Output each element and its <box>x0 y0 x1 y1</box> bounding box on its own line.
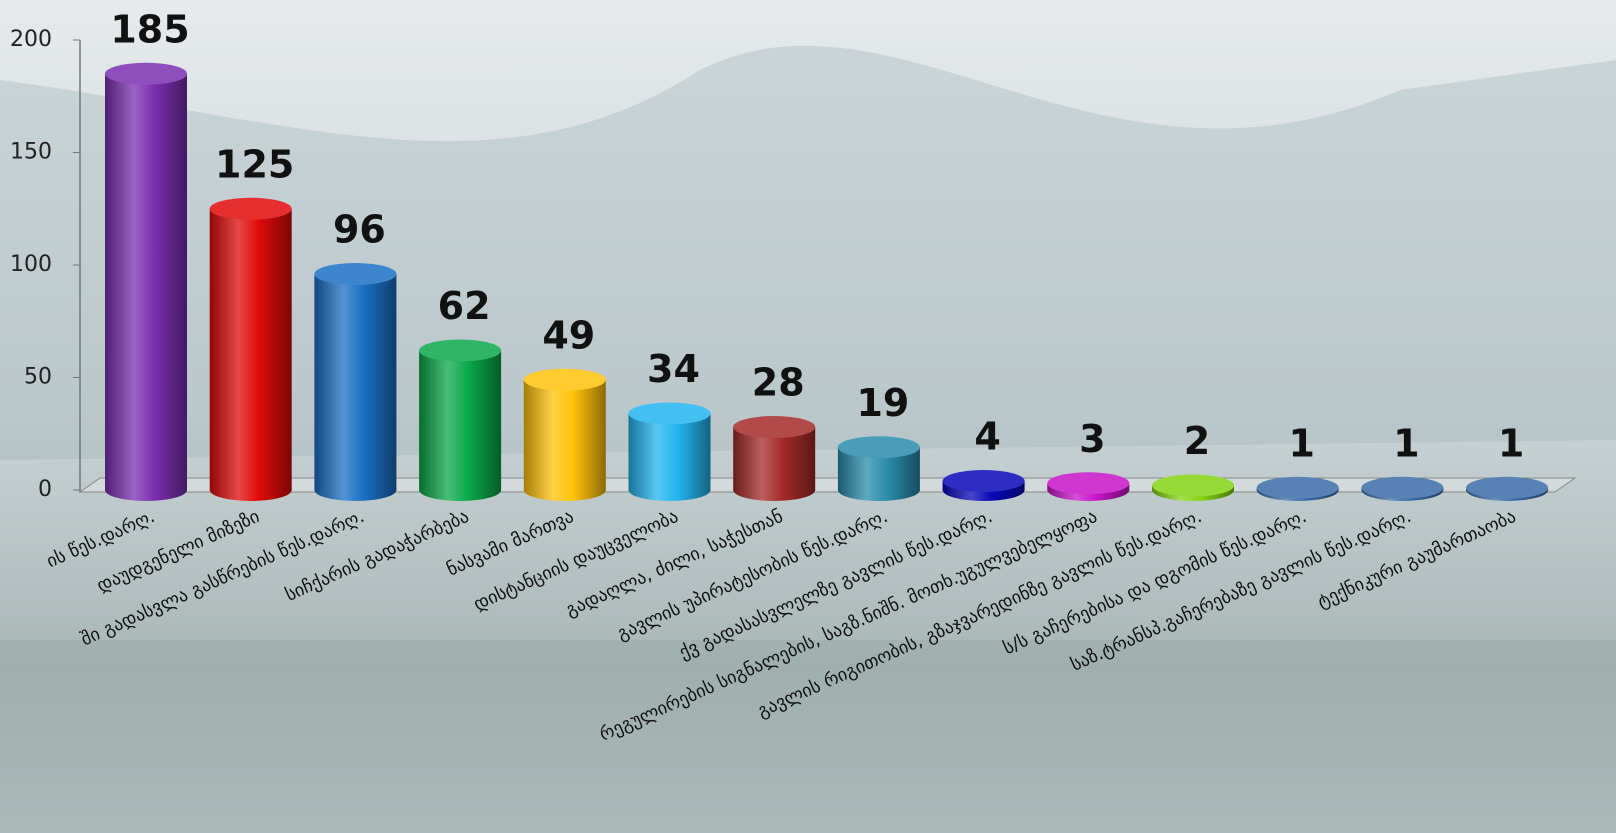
y-tick-label: 150 <box>10 140 52 165</box>
bar <box>628 413 711 490</box>
value-label: 1 <box>1288 421 1314 465</box>
value-label: 34 <box>647 347 700 391</box>
value-label: 185 <box>110 7 189 51</box>
bar <box>314 274 397 490</box>
value-label: 4 <box>974 415 1000 459</box>
bar-top <box>1361 476 1444 499</box>
bar-top <box>105 62 187 85</box>
value-label: 19 <box>856 381 909 425</box>
background-ground <box>0 640 1616 833</box>
bar-top <box>314 263 397 285</box>
bar-top <box>1256 476 1339 499</box>
value-label: 62 <box>438 284 491 328</box>
value-label: 1 <box>1393 421 1419 465</box>
bar-top <box>523 368 606 391</box>
bar-top <box>1152 474 1234 497</box>
y-tick-label: 0 <box>38 477 52 502</box>
bar-top <box>837 436 920 459</box>
bar <box>523 379 606 490</box>
value-label: 1 <box>1498 421 1524 465</box>
bar <box>105 73 187 490</box>
value-label: 28 <box>752 361 805 405</box>
value-label: 2 <box>1184 419 1210 463</box>
floor <box>78 477 1577 493</box>
bar-top <box>942 470 1025 492</box>
y-tick-label: 50 <box>24 365 52 390</box>
bar <box>209 208 292 490</box>
bar-top <box>419 339 502 362</box>
bar-top <box>1466 476 1549 499</box>
bar-top <box>209 197 292 220</box>
bar-top <box>733 416 816 438</box>
value-label: 3 <box>1079 417 1105 461</box>
background-building <box>0 45 1616 460</box>
y-tick-label: 200 <box>10 27 52 52</box>
value-label: 96 <box>333 208 386 252</box>
bar-top <box>1047 472 1130 495</box>
bar-top <box>628 402 711 425</box>
value-label: 49 <box>542 313 595 357</box>
value-label: 125 <box>215 142 294 186</box>
y-tick-label: 100 <box>10 252 52 277</box>
bar <box>419 350 502 490</box>
